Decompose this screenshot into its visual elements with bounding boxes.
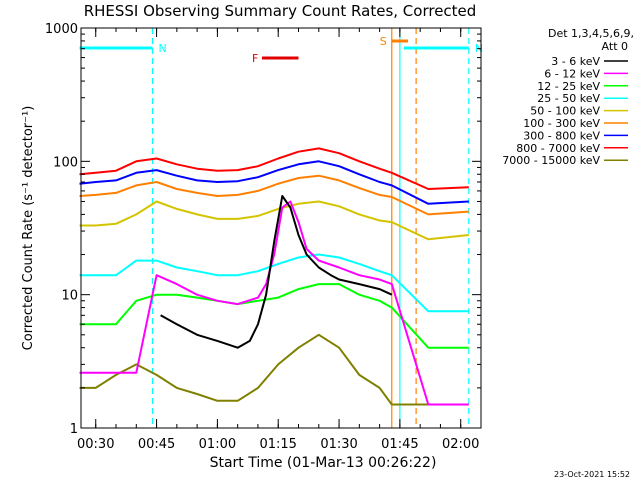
series-line bbox=[79, 200, 469, 241]
legend-header: Det 1,3,4,5,6,9, bbox=[548, 27, 634, 40]
legend-label: 25 - 50 keV bbox=[537, 92, 600, 105]
legend-label: 12 - 25 keV bbox=[537, 80, 600, 93]
y-axis-label-text: detector bbox=[21, 122, 36, 182]
footer-date: 23-Oct-2021 15:52 bbox=[554, 470, 630, 479]
x-tick-label: 01:45 bbox=[381, 437, 418, 452]
x-tick-label: 00:45 bbox=[138, 437, 175, 452]
x-tick-label: 02:00 bbox=[442, 437, 479, 452]
y-tick-label: 100 bbox=[53, 155, 78, 170]
flag-label: N bbox=[159, 42, 167, 55]
y-axis-label-superscript: ⁻¹ bbox=[21, 182, 36, 194]
legend-label: 50 - 100 keV bbox=[530, 105, 600, 118]
chart-title: RHESSI Observing Summary Count Rates, Co… bbox=[84, 2, 477, 20]
legend-attenuator: Att 0 bbox=[602, 40, 628, 53]
series-line bbox=[79, 160, 469, 205]
y-axis-label-text: ) bbox=[21, 106, 36, 111]
y-axis-label-text: Corrected Count Rate (s bbox=[21, 194, 36, 351]
legend-label: 3 - 6 keV bbox=[551, 55, 600, 68]
legend-label: 7000 - 15000 keV bbox=[502, 154, 600, 167]
legend-label: 100 - 300 keV bbox=[523, 117, 600, 130]
series-line bbox=[79, 200, 469, 406]
axes: 1 10 100 1000 00:30 00:45 01:00 01:15 01:30 01:45… bbox=[45, 22, 482, 452]
flag-label: F bbox=[252, 52, 258, 65]
series-line bbox=[79, 253, 469, 313]
legend-label: 300 - 800 keV bbox=[523, 129, 600, 142]
series-lines bbox=[79, 147, 469, 406]
x-tick-label: 00:30 bbox=[77, 437, 114, 452]
y-tick-label: 1 bbox=[70, 422, 78, 437]
y-axis-label: Corrected Count Rate (s⁻¹ detector⁻¹) bbox=[21, 106, 36, 351]
x-axis-label: Start Time (01-Mar-13 00:26:22) bbox=[210, 455, 437, 471]
series-line bbox=[79, 174, 469, 216]
series-line bbox=[79, 283, 469, 349]
x-tick-label: 01:30 bbox=[320, 437, 357, 452]
series-line bbox=[79, 147, 469, 190]
observing-flags: N NFS bbox=[79, 35, 483, 65]
y-axis-label-group: Corrected Count Rate (s⁻¹ detector⁻¹) bbox=[21, 106, 36, 351]
legend-label: 6 - 12 keV bbox=[544, 67, 600, 80]
flag-label: S bbox=[380, 35, 387, 48]
y-tick-label: 1000 bbox=[45, 22, 78, 37]
series-line bbox=[160, 195, 393, 349]
legend-label: 800 - 7000 keV bbox=[516, 142, 600, 155]
y-axis-label-superscript: ⁻¹ bbox=[21, 111, 36, 123]
plot-frame bbox=[80, 27, 482, 429]
y-tick-label: 10 bbox=[61, 289, 78, 304]
series-line bbox=[79, 333, 469, 406]
x-tick-label: 01:00 bbox=[199, 437, 236, 452]
x-tick-label: 01:15 bbox=[259, 437, 296, 452]
